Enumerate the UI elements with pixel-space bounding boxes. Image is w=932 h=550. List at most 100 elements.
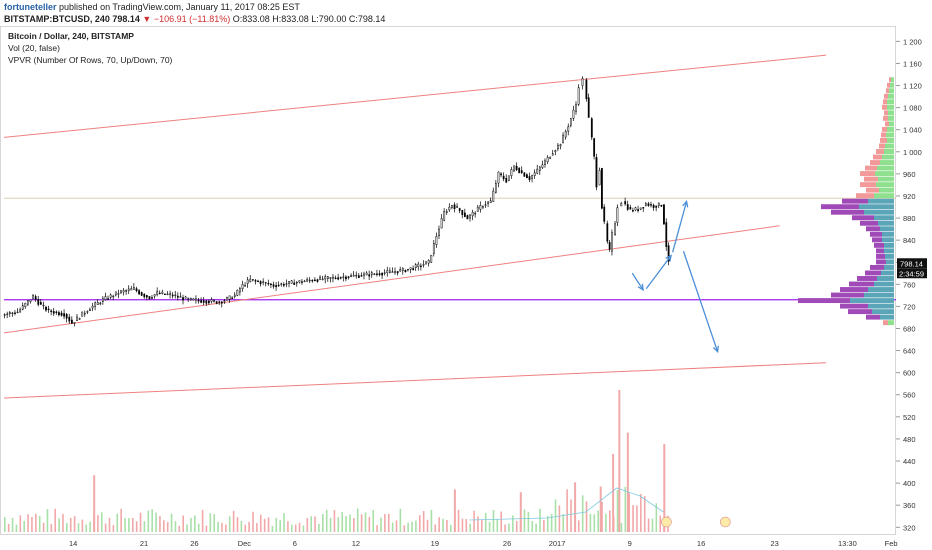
trendline-bottom-line[interactable] [3, 362, 827, 399]
candle [451, 205, 453, 208]
x-tick-label: Dec [238, 539, 252, 548]
countdown-tag [897, 268, 927, 279]
candle [577, 87, 580, 105]
candle [647, 203, 650, 206]
candle [401, 268, 404, 271]
volume-bar [225, 524, 227, 532]
candle [541, 164, 544, 168]
author-name[interactable]: fortuneteller [4, 2, 57, 12]
candle [355, 274, 358, 277]
forecast-arrow[interactable] [645, 255, 672, 290]
volume-bar [275, 517, 278, 532]
volume-bar [151, 509, 153, 532]
y-tick-label: 600 [903, 369, 916, 378]
volume-profile-down [873, 154, 882, 160]
candle [176, 295, 179, 298]
volume-bar [252, 511, 254, 532]
volume-profile-up [872, 309, 894, 315]
x-tick-label: 6 [293, 539, 297, 548]
candle [608, 242, 611, 250]
candle [443, 211, 446, 221]
volume-bar [593, 514, 596, 532]
forecast-arrow[interactable] [671, 201, 688, 253]
volume-bar [190, 517, 192, 532]
volume-ma-line [469, 487, 664, 521]
trendline-upper-channel[interactable] [3, 54, 827, 138]
candle [109, 294, 112, 298]
volume-bar [426, 519, 429, 532]
candle [249, 278, 252, 282]
volume-bar [310, 516, 312, 532]
candle [264, 282, 267, 284]
volume-bar [345, 516, 347, 532]
candle [581, 78, 584, 86]
volume-bar [46, 509, 49, 532]
legend-volume[interactable]: Vol (20, false) [8, 43, 60, 53]
event-badge[interactable] [661, 516, 672, 528]
volume-bar [550, 514, 553, 532]
volume-bar [643, 496, 646, 532]
volume-profile-down [849, 281, 874, 287]
candle [213, 300, 215, 302]
volume-bar [647, 518, 650, 532]
volume-profile-down [848, 309, 872, 315]
candle [251, 279, 254, 281]
volume-profile-down [876, 248, 884, 254]
candle [350, 275, 353, 277]
candle [233, 294, 236, 297]
candle [27, 300, 29, 305]
candle [430, 254, 433, 263]
candle [365, 272, 368, 276]
candle [562, 134, 565, 144]
candle [440, 218, 443, 229]
candle [396, 271, 399, 274]
volume-bar [42, 522, 45, 532]
candle [620, 202, 623, 207]
volume-profile-up [886, 259, 894, 265]
candle [218, 301, 221, 303]
volume-profile-down [857, 276, 877, 281]
volume-bar [232, 510, 235, 532]
volume-bar [201, 509, 204, 532]
volume-profile-up [880, 160, 894, 165]
forecast-arrow[interactable] [682, 250, 719, 352]
volume-bar [287, 521, 289, 532]
candle [438, 228, 440, 236]
legend-vpvr[interactable]: VPVR (Number Of Rows, 70, Up/Down, 70) [8, 55, 173, 65]
quote-line: BITSTAMP:BTCUSD, 240 798.14 ▼ −106.91 (−… [4, 14, 385, 24]
candle [634, 207, 637, 211]
volume-profile-up [868, 287, 894, 292]
volume-bar [294, 524, 297, 532]
volume-profile-down [864, 176, 878, 182]
candle [466, 215, 469, 220]
candle [288, 281, 290, 284]
candle [270, 283, 272, 285]
volume-bar [360, 514, 363, 532]
volume-bar [38, 515, 41, 532]
candle [407, 268, 409, 271]
volume-bar [256, 523, 258, 532]
volume-bar [23, 520, 25, 532]
candle [567, 126, 570, 132]
candle [156, 291, 159, 295]
candle [262, 281, 265, 283]
candle [329, 277, 332, 279]
y-tick-label: 760 [903, 280, 916, 289]
candle [197, 300, 200, 302]
candle [16, 311, 19, 314]
trendline-lower-channel[interactable] [3, 225, 780, 334]
candle [83, 312, 86, 315]
candle [99, 302, 102, 305]
event-badge[interactable] [720, 516, 731, 528]
last-price-value: 798.14 [900, 259, 923, 268]
y-tick-label: 960 [903, 170, 916, 179]
forecast-arrow[interactable] [631, 272, 644, 291]
forecast-arrow-head [637, 283, 644, 292]
volume-bar [81, 519, 84, 532]
change-label: ▼ −106.91 (−11.81%) [142, 14, 231, 24]
candle [11, 312, 14, 315]
candle [461, 210, 464, 215]
volume-bar [240, 520, 243, 532]
candle [497, 171, 500, 184]
